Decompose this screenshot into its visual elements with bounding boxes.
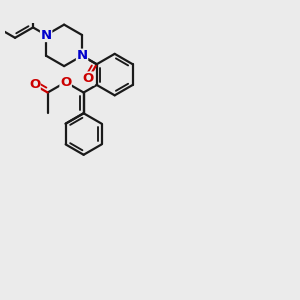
Text: O: O [83, 72, 94, 85]
Text: F: F [11, 0, 20, 3]
Text: N: N [76, 49, 88, 62]
Text: N: N [40, 28, 52, 41]
Text: O: O [29, 78, 40, 92]
Text: O: O [60, 76, 71, 89]
